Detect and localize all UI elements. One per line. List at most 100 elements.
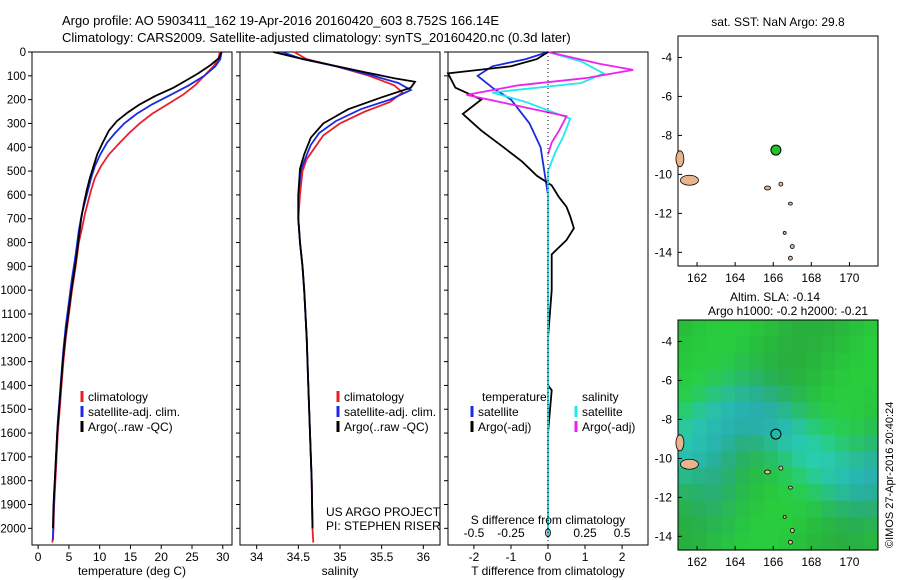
diff-legend-sal-argo-label: Argo(-adj) xyxy=(582,420,635,434)
sla_map-heat-cell xyxy=(835,467,850,485)
sla_map-heat-cell xyxy=(820,533,836,551)
temperature-xtick-label: 15 xyxy=(124,550,138,564)
sla_map-heat-cell xyxy=(820,336,836,354)
sla_map-heat-cell xyxy=(720,320,736,337)
sla_map-heat-cell xyxy=(806,352,822,370)
sla_map-heat-cell xyxy=(778,418,793,436)
depth-tick-label: 1900 xyxy=(0,500,26,512)
temperature-xtick-label: 0 xyxy=(35,550,42,564)
sla_map-heat-cell xyxy=(820,451,836,469)
sla_map-heat-cell xyxy=(849,435,865,452)
sla_map-heat-cell xyxy=(792,402,808,420)
sla_map-heat-cell xyxy=(706,517,722,535)
sla_map-heat-cell xyxy=(720,533,736,551)
project-label: US ARGO PROJECT xyxy=(326,505,441,519)
temperature-xtick-label: 20 xyxy=(155,550,169,564)
sla_map-heat-cell xyxy=(692,385,708,403)
sla_map-heat-cell xyxy=(706,451,722,469)
sla_map-heat-cell xyxy=(678,385,693,403)
sla_map-heat-cell xyxy=(735,500,750,518)
difference-xtick-label: -2 xyxy=(469,550,480,564)
sla_map-heat-cell xyxy=(820,352,836,370)
sla_map-heat-cell xyxy=(778,369,793,387)
diff-top-tick-label: 0.5 xyxy=(614,526,631,540)
sst_map-ytick-label: -8 xyxy=(661,128,672,142)
sla_map-heat-cell xyxy=(849,533,865,551)
sla_map-heat-cell xyxy=(749,517,765,535)
sla_map-heat-cell xyxy=(863,533,879,551)
sla_map-heat-cell xyxy=(820,484,836,502)
sla_map-heat-cell xyxy=(863,336,879,354)
sla_map-heat-cell xyxy=(835,385,850,403)
sst_map-xtick-label: 170 xyxy=(839,271,859,285)
sla_map-heat-cell xyxy=(863,517,879,535)
sla_map-heat-cell xyxy=(763,451,779,469)
sla_map-heat-cell xyxy=(720,352,736,370)
sla_map-island xyxy=(778,465,784,471)
sla_map-heat-cell xyxy=(778,467,793,485)
sst_map-island xyxy=(789,244,795,249)
depth-tick-label: 800 xyxy=(7,238,26,250)
sla_map-heat-cell xyxy=(692,517,708,535)
sla_map-heat-cell xyxy=(720,418,736,436)
sla_map-heat-cell xyxy=(835,517,850,535)
sla_map-heat-cell xyxy=(749,352,765,370)
sla_map-heat-cell xyxy=(735,517,750,535)
depth-tick-label: 600 xyxy=(7,190,26,202)
depth-tick-label: 2000 xyxy=(0,523,26,535)
sla_map-heat-cell xyxy=(763,352,779,370)
sla_map-heat-cell xyxy=(692,320,708,337)
sla_map-heat-cell xyxy=(849,517,865,535)
sla_map-island xyxy=(675,434,685,452)
sla_map-heat-cell xyxy=(835,435,850,452)
sla_map-heat-cell xyxy=(692,484,708,502)
sla_map-ytick-label: -10 xyxy=(655,451,673,465)
sla_map-heat-cell xyxy=(763,500,779,518)
sla_map-heat-cell xyxy=(763,517,779,535)
sla_map-heat-cell xyxy=(792,418,808,436)
sla_map-heat-cell xyxy=(849,467,865,485)
sla_map-heat-cell xyxy=(792,336,808,354)
depth-tick-label: 100 xyxy=(7,71,26,83)
depth-tick-label: 1400 xyxy=(0,380,26,392)
depth-tick-label: 1800 xyxy=(0,476,26,488)
sla_map-heat-cell xyxy=(678,500,693,518)
sla_map-heat-cell xyxy=(678,402,693,420)
sla_map-heat-cell xyxy=(792,467,808,485)
sla_map-heat-cell xyxy=(806,320,822,337)
pi-label: PI: STEPHEN RISER xyxy=(326,519,441,533)
sst_map-island xyxy=(675,150,685,168)
temp-legend-satellite-label: satellite-adj. clim. xyxy=(88,405,180,419)
sla_map-island xyxy=(787,485,793,490)
sla_map-island xyxy=(782,514,787,519)
sst-map-title: sat. SST: NaN Argo: 29.8 xyxy=(711,15,845,29)
sla_map-heat-cell xyxy=(749,435,765,452)
sla_map-heat-cell xyxy=(792,533,808,551)
sal-legend-argo-label: Argo(..raw -QC) xyxy=(344,420,429,434)
salinity-plot-frame xyxy=(239,51,441,546)
diff-legend-sal-satellite-label: satellite xyxy=(582,405,623,419)
sla_map-frame xyxy=(677,319,879,551)
sst_map-island xyxy=(787,201,793,206)
sla_map-heat-cell xyxy=(792,385,808,403)
sla_map-heat-cell xyxy=(863,500,879,518)
sla_map-heat-cell xyxy=(720,500,736,518)
diff-top-tick-label: -0.5 xyxy=(464,526,485,540)
sla_map-heat-cell xyxy=(720,451,736,469)
sst_map-ytick-label: -14 xyxy=(655,245,673,259)
sst_map-island xyxy=(787,255,793,261)
sla_map-heat-cell xyxy=(835,352,850,370)
sla_map-heat-cell xyxy=(792,517,808,535)
diff-top-tick-label: 0.25 xyxy=(573,526,597,540)
sla_map-heat-cell xyxy=(749,418,765,436)
sla_map-heat-cell xyxy=(678,418,693,436)
sla_map-heat-cell xyxy=(735,484,750,502)
sst_map-ytick-label: -10 xyxy=(655,167,673,181)
depth-tick-label: 900 xyxy=(7,261,26,273)
sst_map-island xyxy=(782,230,787,235)
temp-legend-climatology-label: climatology xyxy=(88,390,148,404)
sla_map-heat-cell xyxy=(692,467,708,485)
sla_map-island xyxy=(764,469,771,475)
sla_map-heat-cell xyxy=(835,336,850,354)
salinity-xtick-label: 36 xyxy=(417,550,431,564)
